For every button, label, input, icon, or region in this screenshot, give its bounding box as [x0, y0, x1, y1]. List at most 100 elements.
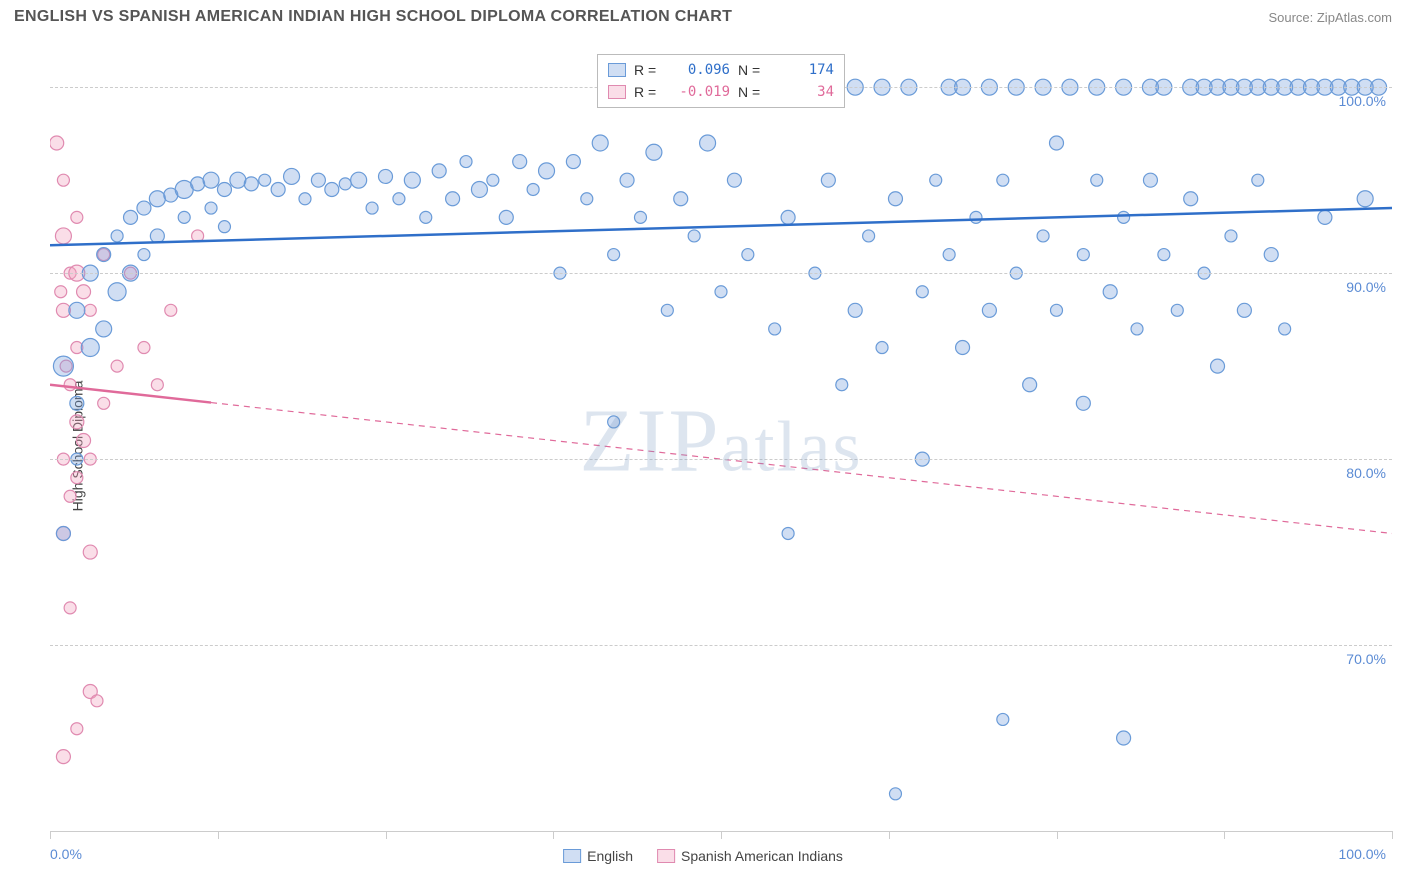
- spanish-point: [64, 490, 76, 502]
- spanish-point: [77, 434, 91, 448]
- english-point: [566, 155, 580, 169]
- english-point: [499, 210, 513, 224]
- english-point: [1279, 323, 1291, 335]
- english-point: [244, 177, 258, 191]
- english-point: [661, 304, 673, 316]
- english-point: [1318, 210, 1332, 224]
- english-point: [1103, 285, 1117, 299]
- spanish-r-value: -0.019: [670, 81, 730, 103]
- english-point: [70, 396, 84, 410]
- english-point: [889, 788, 901, 800]
- english-point: [700, 135, 716, 151]
- english-legend-label: English: [587, 848, 633, 864]
- english-point: [956, 341, 970, 355]
- x-tick: [218, 831, 219, 839]
- gridline: [50, 273, 1392, 274]
- english-point: [781, 210, 795, 224]
- english-point: [1076, 396, 1090, 410]
- english-point: [150, 229, 164, 243]
- x-tick: [553, 831, 554, 839]
- english-point: [1118, 211, 1130, 223]
- english-swatch-icon: [563, 849, 581, 863]
- spanish-swatch-icon: [608, 85, 626, 99]
- spanish-point: [91, 695, 103, 707]
- english-point: [620, 173, 634, 187]
- english-point: [325, 182, 339, 196]
- spanish-point: [83, 545, 97, 559]
- english-point: [1211, 359, 1225, 373]
- english-point: [284, 168, 300, 184]
- english-point: [527, 183, 539, 195]
- n-label: N =: [738, 59, 766, 81]
- english-point: [1184, 192, 1198, 206]
- english-point: [108, 283, 126, 301]
- spanish-point: [138, 342, 150, 354]
- english-point: [432, 164, 446, 178]
- x-tick: [1057, 831, 1058, 839]
- english-point: [782, 527, 794, 539]
- english-point: [646, 144, 662, 160]
- english-point: [836, 379, 848, 391]
- english-point: [137, 201, 151, 215]
- spanish-point: [55, 228, 71, 244]
- english-point: [888, 192, 902, 206]
- english-point: [191, 177, 205, 191]
- gridline: [50, 645, 1392, 646]
- english-point: [178, 211, 190, 223]
- n-label: N =: [738, 81, 766, 103]
- english-point: [366, 202, 378, 214]
- legend-stat-row-spanish: R = -0.019 N = 34: [608, 81, 834, 103]
- english-swatch-icon: [608, 63, 626, 77]
- english-point: [863, 230, 875, 242]
- english-point: [1171, 304, 1183, 316]
- english-point: [487, 174, 499, 186]
- english-point: [688, 230, 700, 242]
- english-point: [608, 249, 620, 261]
- legend-item-english: English: [563, 848, 633, 864]
- r-label: R =: [634, 81, 662, 103]
- english-point: [916, 286, 928, 298]
- spanish-point: [98, 397, 110, 409]
- english-point: [111, 230, 123, 242]
- english-point: [97, 248, 111, 262]
- english-point: [1051, 304, 1063, 316]
- english-r-value: 0.096: [670, 59, 730, 81]
- english-point: [581, 193, 593, 205]
- english-point: [379, 169, 393, 183]
- english-point: [539, 163, 555, 179]
- x-tick: [50, 831, 51, 839]
- english-point: [446, 192, 460, 206]
- spanish-legend-label: Spanish American Indians: [681, 848, 843, 864]
- english-point: [96, 321, 112, 337]
- english-point: [69, 302, 85, 318]
- english-point: [339, 178, 351, 190]
- english-point: [471, 181, 487, 197]
- english-point: [218, 221, 230, 233]
- english-point: [404, 172, 420, 188]
- english-point: [821, 173, 835, 187]
- spanish-point: [64, 602, 76, 614]
- chart-source: Source: ZipAtlas.com: [1268, 10, 1392, 25]
- spanish-n-value: 34: [774, 81, 834, 103]
- spanish-point: [151, 379, 163, 391]
- english-point: [203, 172, 219, 188]
- spanish-trendline-extrapolated: [211, 403, 1392, 534]
- english-point: [351, 172, 367, 188]
- x-tick: [1392, 831, 1393, 839]
- spanish-point: [71, 723, 83, 735]
- gridline: [50, 459, 1392, 460]
- english-point: [1357, 191, 1373, 207]
- english-point: [124, 210, 138, 224]
- english-point: [943, 249, 955, 261]
- english-point: [674, 192, 688, 206]
- english-point: [970, 211, 982, 223]
- x-tick: [1224, 831, 1225, 839]
- spanish-point: [111, 360, 123, 372]
- english-point: [271, 182, 285, 196]
- english-point: [513, 155, 527, 169]
- english-point: [1023, 378, 1037, 392]
- spanish-point: [77, 285, 91, 299]
- english-point: [1131, 323, 1143, 335]
- x-axis-min-label: 0.0%: [50, 846, 82, 862]
- english-point: [1117, 731, 1131, 745]
